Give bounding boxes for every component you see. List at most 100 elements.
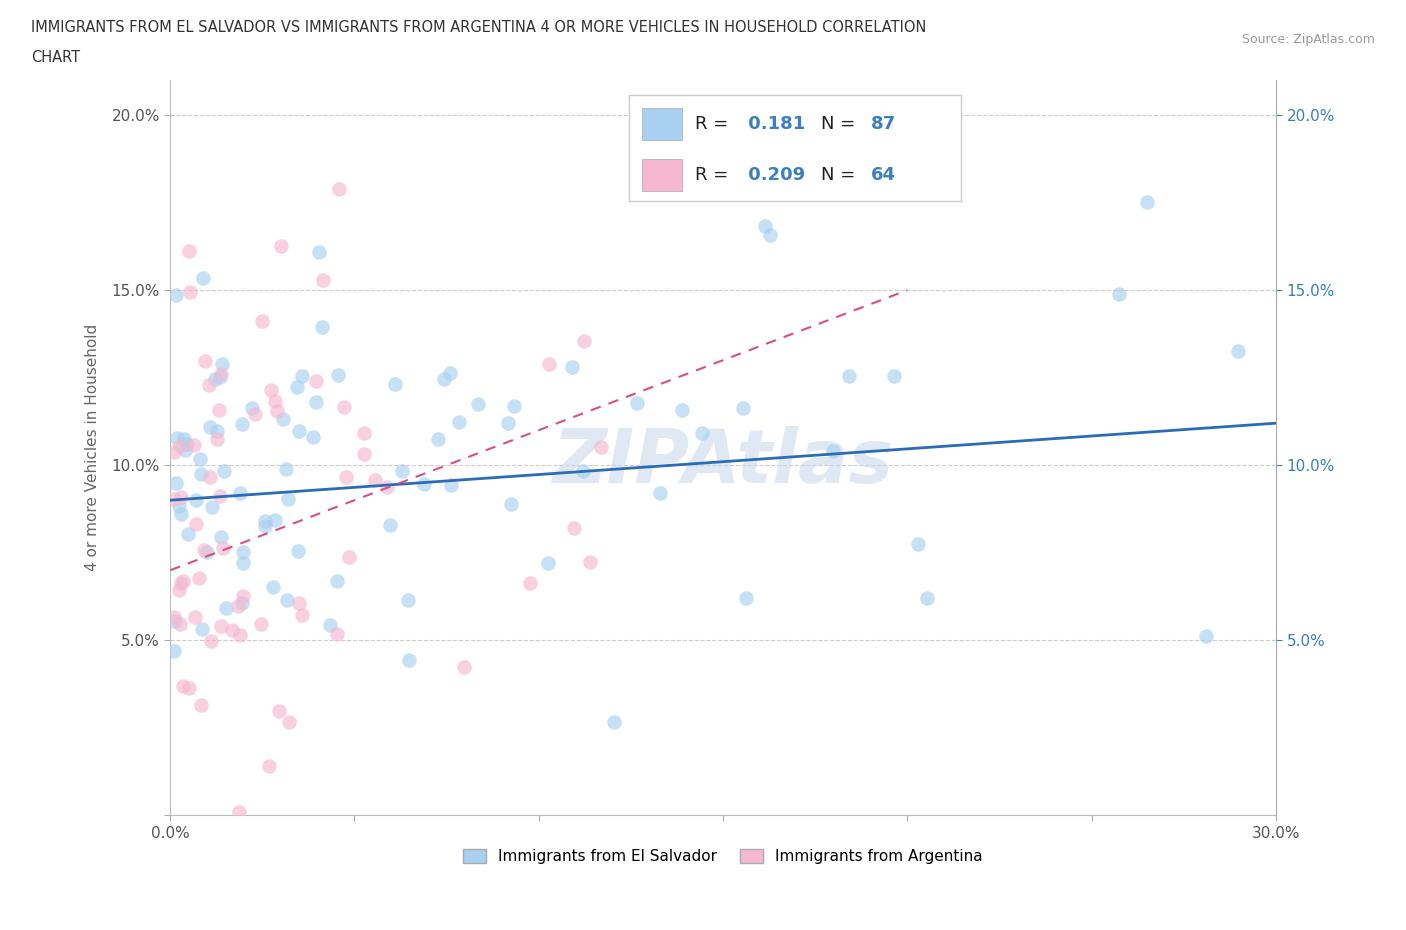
Point [426, 432, 449, 447]
Point [287, 595, 309, 610]
Point [264, 393, 287, 408]
Point [208, 369, 231, 384]
Point [335, 470, 357, 485]
Point [190, 467, 212, 482]
Point [208, 403, 231, 418]
Point [200, 633, 222, 648]
Point [205, 432, 228, 446]
Point [172, 679, 194, 694]
Point [184, 493, 207, 508]
Point [172, 573, 194, 588]
Point [277, 492, 299, 507]
Point [276, 592, 298, 607]
Point [353, 446, 375, 461]
Point [183, 438, 205, 453]
Point [262, 579, 284, 594]
Point [690, 425, 713, 440]
Point [208, 488, 231, 503]
Point [319, 618, 342, 632]
Text: ZIPAtlas: ZIPAtlas [553, 426, 894, 498]
Point [337, 549, 360, 564]
Point [166, 431, 188, 445]
Point [209, 530, 232, 545]
Point [915, 591, 938, 605]
Point [198, 377, 221, 392]
Point [502, 398, 524, 413]
Point [1108, 286, 1130, 301]
Point [270, 239, 292, 254]
Point [204, 371, 226, 386]
Point [232, 545, 254, 560]
Point [308, 245, 330, 259]
Point [163, 492, 186, 507]
Point [496, 416, 519, 431]
Point [211, 541, 233, 556]
Point [650, 485, 672, 500]
Point [212, 463, 235, 478]
Point [626, 395, 648, 410]
Point [391, 464, 413, 479]
Point [170, 507, 193, 522]
Y-axis label: 4 or more Vehicles in Household: 4 or more Vehicles in Household [86, 324, 100, 571]
Point [191, 621, 214, 636]
Point [169, 617, 191, 631]
Point [193, 542, 215, 557]
Point [821, 444, 844, 458]
Point [179, 243, 201, 258]
Point [603, 714, 626, 729]
Point [311, 320, 333, 335]
Point [194, 353, 217, 368]
Point [186, 517, 208, 532]
Point [254, 513, 277, 528]
Point [167, 498, 190, 513]
Point [229, 628, 252, 643]
Point [375, 480, 398, 495]
Point [731, 400, 754, 415]
Point [245, 406, 267, 421]
Point [285, 379, 308, 394]
Point [287, 544, 309, 559]
Point [412, 477, 434, 492]
Point [440, 478, 463, 493]
Point [269, 703, 291, 718]
Point [325, 627, 347, 642]
Point [253, 518, 276, 533]
Point [271, 412, 294, 427]
Point [572, 334, 595, 349]
Point [380, 518, 402, 533]
Point [163, 445, 186, 459]
Point [288, 423, 311, 438]
Legend: Immigrants from El Salvador, Immigrants from Argentina: Immigrants from El Salvador, Immigrants … [457, 843, 988, 870]
Point [328, 181, 350, 196]
Point [229, 486, 252, 501]
Point [838, 368, 860, 383]
Point [211, 357, 233, 372]
Text: IMMIGRANTS FROM EL SALVADOR VS IMMIGRANTS FROM ARGENTINA 4 OR MORE VEHICLES IN H: IMMIGRANTS FROM EL SALVADOR VS IMMIGRANT… [31, 20, 927, 35]
Point [240, 400, 263, 415]
Point [305, 394, 328, 409]
Point [519, 576, 541, 591]
Point [291, 369, 314, 384]
Point [191, 271, 214, 286]
Point [195, 545, 218, 560]
Point [228, 804, 250, 819]
Point [266, 403, 288, 418]
Text: Source: ZipAtlas.com: Source: ZipAtlas.com [1241, 33, 1375, 46]
Point [260, 382, 283, 397]
Point [538, 356, 561, 371]
Point [207, 423, 229, 438]
Point [163, 644, 186, 658]
Point [198, 470, 221, 485]
Point [671, 403, 693, 418]
Point [257, 759, 280, 774]
Point [579, 554, 602, 569]
Point [221, 623, 243, 638]
Point [907, 537, 929, 551]
Point [176, 436, 198, 451]
Point [754, 219, 776, 233]
Point [165, 476, 187, 491]
Point [278, 714, 301, 729]
Point [291, 607, 314, 622]
Point [249, 617, 271, 631]
Point [170, 489, 193, 504]
